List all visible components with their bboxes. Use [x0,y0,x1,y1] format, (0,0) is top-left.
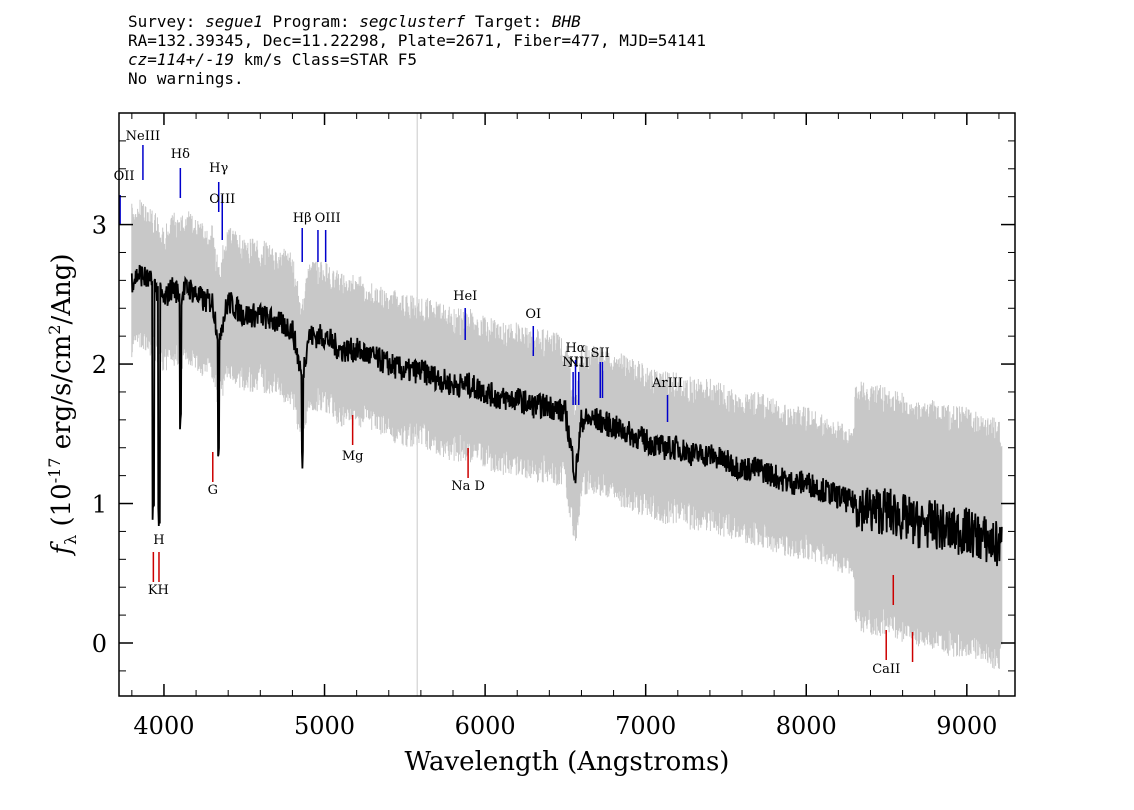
target-value: BHB [551,12,581,31]
cz-rest: km/s Class=STAR F5 [233,50,417,69]
line-label-18: G [208,483,218,498]
line-label-8: HeI [453,289,477,304]
survey-label: Survey: [128,12,196,31]
header-line-warnings: No warnings. [128,69,244,88]
line-label-2: Hδ [171,147,190,162]
x-axis-title: Wavelength (Angstroms) [405,747,730,777]
x-tick-label-6000: 6000 [455,712,516,740]
line-label-20: Na D [451,479,485,494]
header-line-survey: Survey: segue1 Program: segclusterf Targ… [128,12,706,31]
target-label: Target: [474,12,543,31]
survey-value: segue1 [205,12,263,31]
y-axis-title: fλ (10-17 erg/s/cm2/Ang) [45,253,80,556]
y-tick-label-2: 2 [92,351,107,379]
line-label-17: H [153,533,164,548]
y-tick-label-3: 3 [92,212,107,240]
plot-frame [118,112,1016,697]
x-tick-label-4000: 4000 [133,712,194,740]
line-label-15: ArIII [651,376,683,391]
cz-value: cz=114+/-19 [128,50,234,69]
line-label-3: Hγ [209,161,228,176]
line-label-0: OII [114,169,135,184]
y-tick-label-0: 0 [92,630,107,658]
header-line-redshift: cz=114+/-19 km/s Class=STAR F5 [128,50,706,69]
header-line-coords: RA=132.39345, Dec=11.22298, Plate=2671, … [128,31,706,50]
spectrum-header: Survey: segue1 Program: segclusterf Targ… [128,12,706,88]
y-axis-title-text: fλ (10-17 erg/s/cm2/Ang) [45,253,80,556]
x-tick-label-7000: 7000 [615,712,676,740]
line-label-11: Hα [565,341,585,356]
line-label-5: Hβ [293,211,312,226]
program-value: segclusterf [359,12,466,31]
program-label: Program: [272,12,350,31]
line-label-4: OIII [209,192,235,207]
line-label-9: OI [525,307,541,322]
line-label-13: SII [591,346,610,361]
line-label-12: NII [568,356,590,371]
x-tick-label-9000: 9000 [936,712,997,740]
x-tick-label-5000: 5000 [294,712,355,740]
line-label-21: CaII [872,662,900,677]
line-label-7: OIII [315,211,341,226]
axes: 4000 5000 6000 7000 8000 9000 0 1 2 3 [92,113,1015,740]
y-tick-label-1: 1 [92,491,107,519]
line-label-1: NeIII [126,129,160,144]
line-label-10: NII [562,355,584,370]
x-tick-label-8000: 8000 [776,712,837,740]
flux-line [130,264,1003,567]
line-label-16: KH [148,583,169,598]
line-label-19: Mg [342,449,364,464]
